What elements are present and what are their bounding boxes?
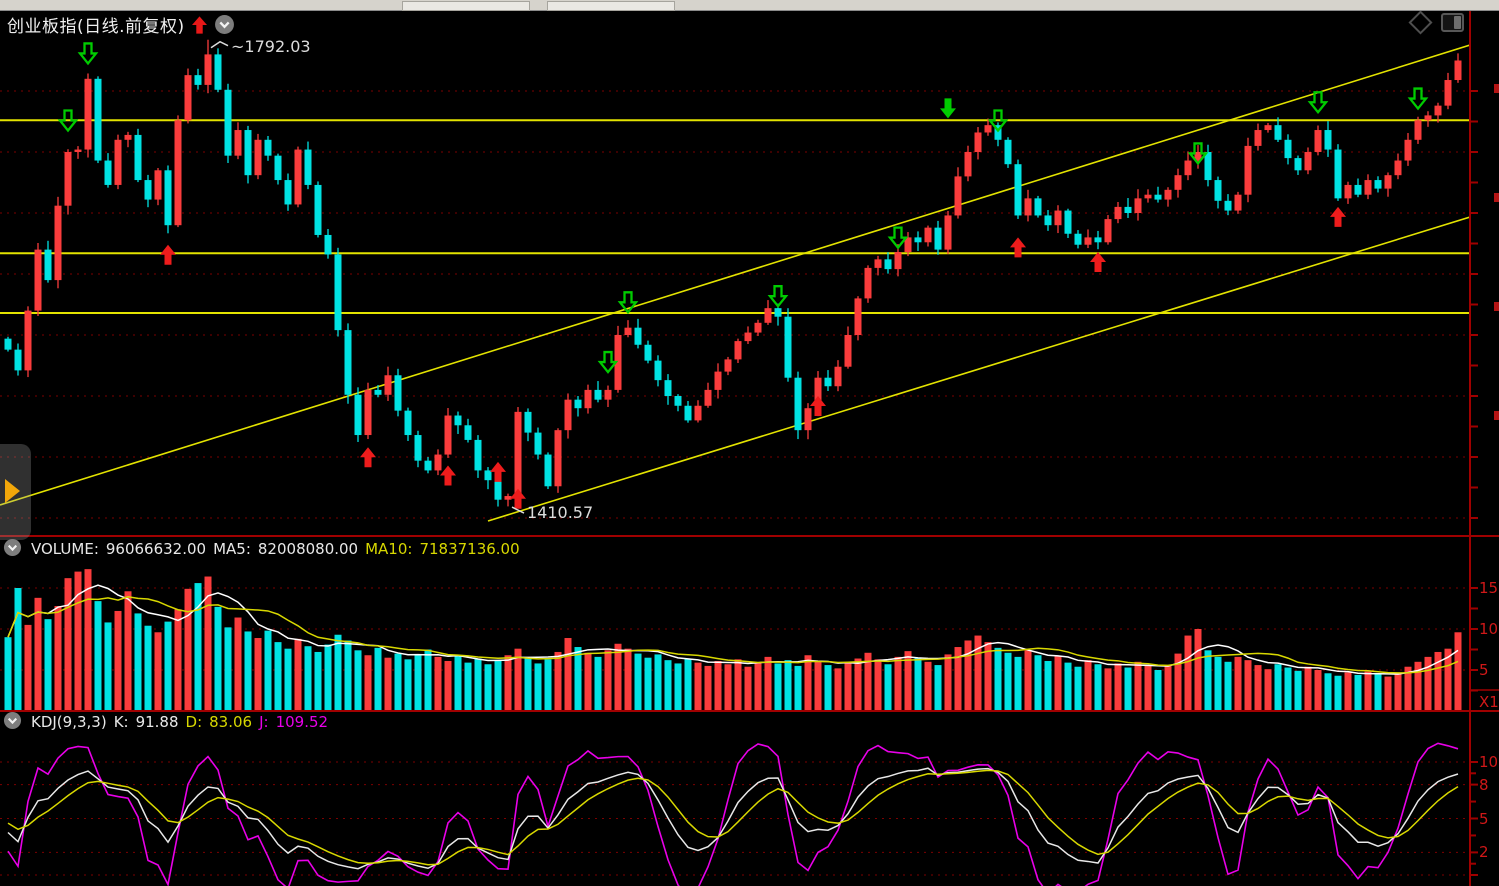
price-annotation-low: 1410.57 — [527, 503, 594, 522]
kdj-axis-label: 2 — [1479, 843, 1489, 862]
volume-panel-header: VOLUME: 96066632.00 MA5: 82008080.00 MA1… — [3, 538, 520, 559]
panel-toggle-icon[interactable] — [1441, 13, 1464, 32]
chart-header: 创业板指(日线.前复权) — [7, 12, 235, 37]
volume-axis-unit-label: X17 — [1479, 693, 1499, 711]
kdj-j-label: J: — [259, 712, 269, 731]
chevron-down-icon — [3, 711, 22, 730]
kdj-axis-label: 5 — [1479, 809, 1489, 828]
price-annotation-high: ~1792.03 — [231, 37, 311, 56]
sidebar-expand-tab[interactable] — [0, 444, 31, 540]
volume-axis-label: 15 — [1479, 579, 1499, 597]
kdj-d-value: 83.06 — [209, 712, 253, 731]
toolbar-button[interactable] — [402, 1, 530, 11]
kdj-k-value: 91.88 — [135, 712, 179, 731]
volume-label: VOLUME: — [31, 539, 99, 558]
collapse-volume-panel-button[interactable] — [3, 538, 24, 559]
kdj-j-value: 109.52 — [275, 712, 329, 731]
chevron-down-icon — [3, 538, 22, 557]
kdj-axis-label: 8 — [1479, 775, 1489, 794]
diamond-icon[interactable] — [1408, 10, 1433, 35]
collapse-main-panel-button[interactable] — [214, 14, 235, 35]
window-corner-icons — [1408, 10, 1464, 35]
kdj-axis-label: 10 — [1479, 753, 1499, 771]
volume-axis-label: 10 — [1479, 620, 1499, 638]
kdj-d-label: D: — [185, 712, 203, 731]
expand-triangle-icon — [5, 479, 20, 503]
volume-ma10-label: MA10: — [365, 539, 413, 558]
volume-ma10-value: 71837136.00 — [419, 539, 520, 558]
toolbar-button[interactable] — [547, 1, 675, 11]
volume-ma5-value: 82008080.00 — [257, 539, 359, 558]
collapse-kdj-panel-button[interactable] — [3, 711, 24, 732]
toolbar-strip — [0, 0, 1499, 11]
volume-value: 96066632.00 — [105, 539, 207, 558]
kdj-panel-header: KDJ(9,3,3) K: 91.88 D: 83.06 J: 109.52 — [3, 711, 328, 732]
volume-ma5-label: MA5: — [213, 539, 251, 558]
volume-axis-label: 5 — [1479, 661, 1489, 679]
kdj-label: KDJ(9,3,3) — [31, 712, 107, 731]
kdj-k-label: K: — [113, 712, 129, 731]
chevron-down-icon — [214, 15, 234, 34]
buy-signal-icon — [191, 15, 207, 34]
instrument-title: 创业板指(日线.前复权) — [7, 17, 185, 37]
